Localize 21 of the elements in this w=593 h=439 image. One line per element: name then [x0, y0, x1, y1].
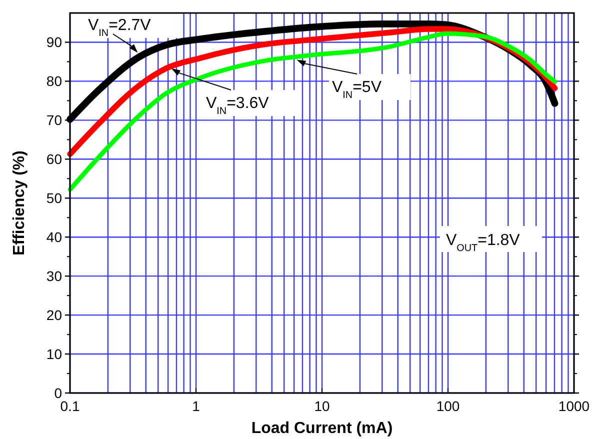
y-axis-title: Efficiency (%) — [11, 150, 28, 256]
annotation: V$_{OUT}$=1.8V — [446, 232, 520, 254]
x-tick-label: 100 — [436, 398, 460, 414]
annotation: V$_{IN}$=2.7V — [88, 17, 152, 38]
y-tick-label: 60 — [46, 151, 62, 168]
x-tick-label: 10 — [314, 398, 330, 414]
y-tick-label: 50 — [46, 190, 62, 206]
y-tick-label: 20 — [46, 307, 62, 324]
x-tick-label: 1 — [192, 398, 200, 414]
y-tick-label: 30 — [46, 268, 62, 284]
y-tick-label: 40 — [46, 229, 62, 246]
annotation: V$_{IN}$=5V — [332, 79, 382, 100]
y-tick-label: 90 — [46, 34, 62, 50]
y-tick-label: 10 — [46, 346, 62, 362]
x-tick-label: 1000 — [558, 398, 590, 414]
y-tick-label: 80 — [46, 73, 62, 90]
annotation: V$_{IN}$=3.6V — [206, 95, 270, 116]
y-tick-label: 0 — [54, 385, 62, 401]
x-axis-title: Load Current (mA) — [251, 420, 393, 437]
x-tick-label: 0.1 — [60, 398, 80, 414]
y-tick-label: 70 — [46, 112, 62, 128]
